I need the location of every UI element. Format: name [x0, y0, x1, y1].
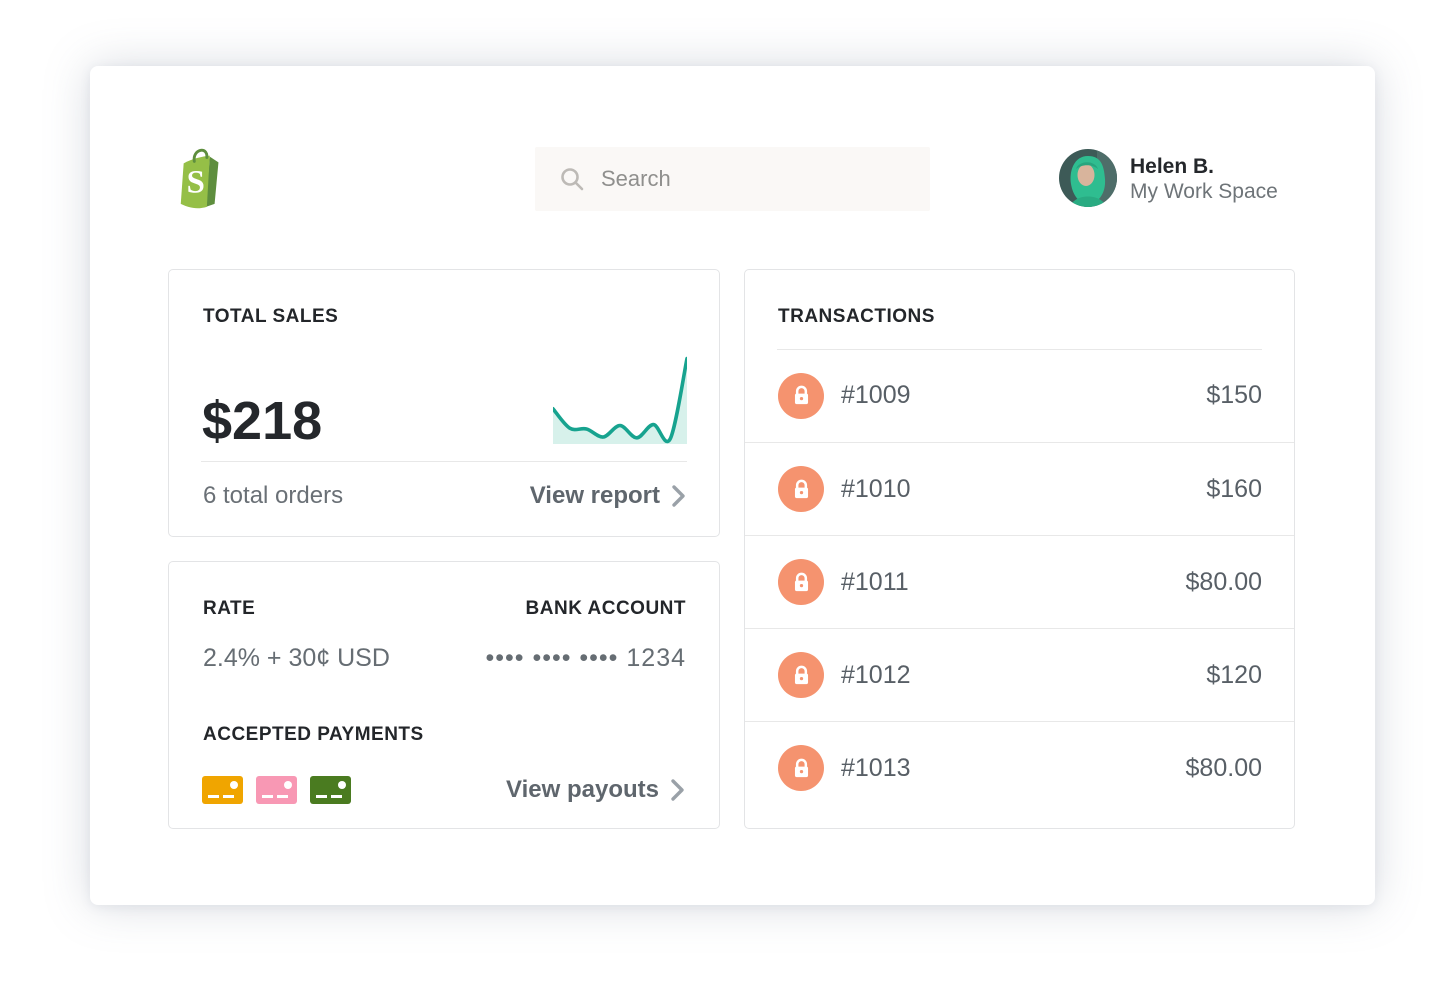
rate-card: RATE BANK ACCOUNT 2.4% + 30¢ USD •••• ••…: [168, 561, 720, 829]
transaction-row[interactable]: #1009 $150: [745, 349, 1294, 442]
lock-icon: [778, 372, 824, 419]
lock-icon: [778, 559, 824, 605]
user-name: Helen B.: [1130, 155, 1215, 178]
total-sales-card: TOTAL SALES $218 6 total orders View rep…: [168, 269, 720, 537]
transaction-amount: $80.00: [1185, 567, 1262, 596]
total-sales-title: TOTAL SALES: [203, 306, 339, 327]
transaction-amount: $150: [1206, 381, 1262, 409]
transaction-amount: $120: [1206, 660, 1262, 689]
svg-text:S: S: [187, 164, 205, 200]
lock-icon: [778, 466, 824, 512]
orders-count: 6 total orders: [203, 482, 344, 509]
transaction-id: #1010: [841, 474, 911, 503]
view-report-label: View report: [529, 482, 660, 509]
divider: [201, 461, 687, 462]
shopify-bag-icon: S: [180, 148, 219, 209]
transaction-id: #1013: [841, 753, 911, 782]
transactions-title: TRANSACTIONS: [778, 306, 935, 327]
transaction-amount: $160: [1206, 474, 1262, 503]
user-workspace: My Work Space: [1130, 180, 1278, 203]
transaction-row[interactable]: #1010 $160: [745, 442, 1294, 535]
bank-account-title: BANK ACCOUNT: [525, 598, 686, 619]
view-payouts-link[interactable]: View payouts: [506, 776, 686, 804]
shopify-logo[interactable]: S: [174, 144, 232, 210]
search-box: [535, 147, 930, 211]
user-menu[interactable]: Helen B. My Work Space: [1130, 154, 1278, 204]
lock-icon: [778, 745, 824, 791]
transaction-id: #1012: [841, 660, 911, 689]
avatar-photo: [1059, 149, 1117, 207]
accepted-payments-title: ACCEPTED PAYMENTS: [203, 724, 424, 745]
transaction-id: #1009: [841, 381, 911, 409]
bank-account-number: •••• •••• •••• 1234: [485, 644, 686, 672]
chevron-right-icon: [671, 779, 684, 801]
transactions-card: TRANSACTIONS #1009 $150 #1010 $160: [744, 269, 1295, 829]
transaction-amount: $80.00: [1185, 753, 1262, 782]
search-icon: [561, 168, 584, 191]
view-report-link[interactable]: View report: [530, 482, 687, 510]
transaction-row[interactable]: #1012 $120: [745, 628, 1294, 721]
transaction-row[interactable]: #1011 $80.00: [745, 535, 1294, 628]
avatar[interactable]: [1059, 149, 1117, 207]
view-payouts-label: View payouts: [506, 776, 659, 803]
rate-value: 2.4% + 30¢ USD: [203, 644, 390, 672]
credit-card-icon: [256, 776, 297, 804]
search-input[interactable]: [601, 166, 901, 192]
total-sales-amount: $218: [202, 391, 323, 451]
divider: [777, 349, 1262, 350]
sales-sparkline-chart: [553, 356, 687, 444]
rate-title: RATE: [203, 598, 256, 619]
transaction-id: #1011: [841, 567, 909, 596]
payment-methods: [202, 776, 351, 804]
credit-card-icon: [310, 776, 351, 804]
credit-card-icon: [202, 776, 243, 804]
chevron-right-icon: [672, 485, 685, 507]
lock-icon: [778, 652, 824, 698]
transaction-row[interactable]: #1013 $80.00: [745, 721, 1294, 814]
dashboard-panel: S Helen B. My Work Space TOTAL SALES $21…: [90, 66, 1375, 905]
